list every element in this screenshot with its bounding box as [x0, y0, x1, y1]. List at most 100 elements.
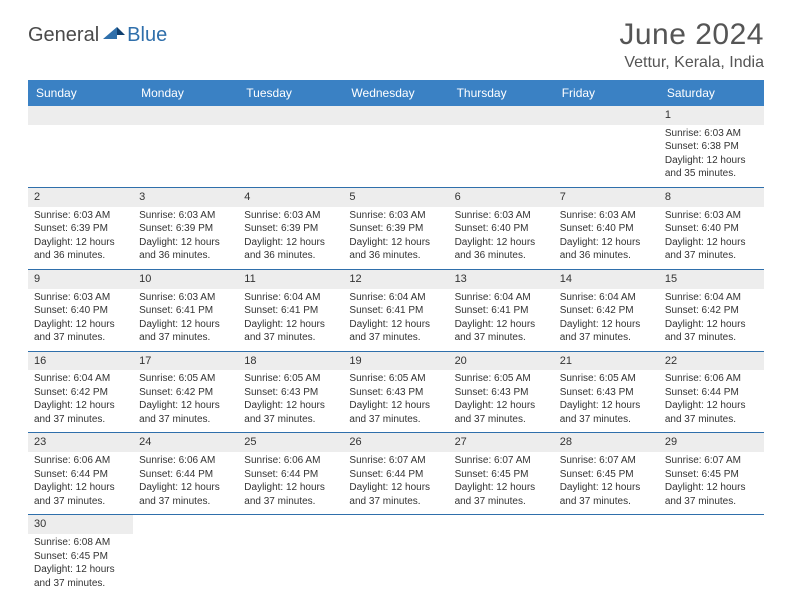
dayhead-tue: Tuesday — [238, 80, 343, 106]
calendar-cell — [28, 106, 133, 187]
sunrise-line: Sunrise: 6:06 AM — [665, 372, 758, 386]
daylight-line-1: Daylight: 12 hours — [34, 481, 127, 495]
daylight-line-2: and 36 minutes. — [244, 249, 337, 263]
daylight-line-1: Daylight: 12 hours — [244, 318, 337, 332]
sunrise-line: Sunrise: 6:03 AM — [665, 209, 758, 223]
day-number: 12 — [343, 270, 448, 289]
day-content: Sunrise: 6:07 AMSunset: 6:45 PMDaylight:… — [665, 454, 758, 508]
day-content: Sunrise: 6:03 AMSunset: 6:40 PMDaylight:… — [665, 209, 758, 263]
calendar-cell: 20Sunrise: 6:05 AMSunset: 6:43 PMDayligh… — [449, 351, 554, 433]
day-number: 11 — [238, 270, 343, 289]
day-number: 4 — [238, 188, 343, 207]
day-number: 23 — [28, 433, 133, 452]
sunrise-line: Sunrise: 6:05 AM — [244, 372, 337, 386]
sunset-line: Sunset: 6:39 PM — [244, 222, 337, 236]
calendar-cell: 25 Sunrise: 6:06 AMSunset: 6:44 PMDayligh… — [238, 433, 343, 515]
daylight-line-1: Daylight: 12 hours — [560, 481, 653, 495]
daylight-line-2: and 36 minutes. — [139, 249, 232, 263]
calendar-cell — [238, 106, 343, 187]
calendar-cell — [554, 515, 659, 596]
daylight-line-1: Daylight: 12 hours — [244, 236, 337, 250]
daylight-line-2: and 37 minutes. — [560, 413, 653, 427]
calendar-cell: 4Sunrise: 6:03 AMSunset: 6:39 PMDaylight… — [238, 187, 343, 269]
sunrise-line: Sunrise: 6:03 AM — [560, 209, 653, 223]
day-content: Sunrise: 6:06 AMSunset: 6:44 PMDaylight:… — [244, 454, 337, 508]
dayhead-fri: Friday — [554, 80, 659, 106]
day-number: 28 — [554, 433, 659, 452]
calendar-cell: 18Sunrise: 6:05 AMSunset: 6:43 PMDayligh… — [238, 351, 343, 433]
sunset-line: Sunset: 6:45 PM — [34, 550, 127, 564]
calendar-cell — [659, 515, 764, 596]
day-content: Sunrise: 6:07 AMSunset: 6:44 PMDaylight:… — [349, 454, 442, 508]
day-content: Sunrise: 6:06 AMSunset: 6:44 PMDaylight:… — [139, 454, 232, 508]
daylight-line-1: Daylight: 12 hours — [139, 481, 232, 495]
calendar-cell — [133, 515, 238, 596]
sunrise-line: Sunrise: 6:08 AM — [34, 536, 127, 550]
sunset-line: Sunset: 6:43 PM — [349, 386, 442, 400]
dayhead-wed: Wednesday — [343, 80, 448, 106]
sunset-line: Sunset: 6:43 PM — [560, 386, 653, 400]
daylight-line-1: Daylight: 12 hours — [34, 563, 127, 577]
sunset-line: Sunset: 6:40 PM — [665, 222, 758, 236]
calendar-page: General Blue June 2024 Vettur, Kerala, I… — [0, 0, 792, 614]
daylight-line-2: and 37 minutes. — [455, 413, 548, 427]
sunrise-line: Sunrise: 6:04 AM — [665, 291, 758, 305]
day-number: 2 — [28, 188, 133, 207]
calendar-cell: 23Sunrise: 6:06 AMSunset: 6:44 PMDayligh… — [28, 433, 133, 515]
daylight-line-1: Daylight: 12 hours — [244, 481, 337, 495]
day-number: 18 — [238, 352, 343, 371]
calendar-cell: 2Sunrise: 6:03 AMSunset: 6:39 PMDaylight… — [28, 187, 133, 269]
logo-text-general: General — [28, 24, 99, 47]
daylight-line-1: Daylight: 12 hours — [349, 236, 442, 250]
calendar-cell: 26 Sunrise: 6:07 AMSunset: 6:44 PMDayligh… — [343, 433, 448, 515]
calendar-cell: 27Sunrise: 6:07 AMSunset: 6:45 PMDayligh… — [449, 433, 554, 515]
sunset-line: Sunset: 6:45 PM — [560, 468, 653, 482]
day-content: Sunrise: 6:03 AMSunset: 6:40 PMDaylight:… — [34, 291, 127, 345]
sunrise-line: Sunrise: 6:03 AM — [455, 209, 548, 223]
day-number: 26 — [343, 433, 448, 452]
sunrise-line: Sunrise: 6:03 AM — [34, 291, 127, 305]
daylight-line-2: and 36 minutes. — [34, 249, 127, 263]
daylight-line-1: Daylight: 12 hours — [455, 399, 548, 413]
sunset-line: Sunset: 6:42 PM — [34, 386, 127, 400]
dayhead-sun: Sunday — [28, 80, 133, 106]
sunrise-line: Sunrise: 6:07 AM — [560, 454, 653, 468]
day-number: 3 — [133, 188, 238, 207]
daylight-line-1: Daylight: 12 hours — [349, 399, 442, 413]
sunset-line: Sunset: 6:45 PM — [455, 468, 548, 482]
sunrise-line: Sunrise: 6:03 AM — [349, 209, 442, 223]
day-content: Sunrise: 6:05 AMSunset: 6:43 PMDaylight:… — [349, 372, 442, 426]
day-content: Sunrise: 6:05 AMSunset: 6:43 PMDaylight:… — [244, 372, 337, 426]
daylight-line-2: and 37 minutes. — [244, 495, 337, 509]
daylight-line-2: and 37 minutes. — [455, 331, 548, 345]
calendar-cell: 15Sunrise: 6:04 AMSunset: 6:42 PMDayligh… — [659, 269, 764, 351]
sunrise-line: Sunrise: 6:05 AM — [349, 372, 442, 386]
daylight-line-2: and 37 minutes. — [560, 331, 653, 345]
day-number: 16 — [28, 352, 133, 371]
month-title: June 2024 — [619, 18, 764, 52]
flag-icon — [103, 25, 125, 41]
sunrise-line: Sunrise: 6:04 AM — [244, 291, 337, 305]
day-number: 22 — [659, 352, 764, 371]
day-content: Sunrise: 6:03 AMSunset: 6:38 PMDaylight:… — [665, 127, 758, 181]
calendar-cell: 14Sunrise: 6:04 AMSunset: 6:42 PMDayligh… — [554, 269, 659, 351]
day-content: Sunrise: 6:06 AMSunset: 6:44 PMDaylight:… — [665, 372, 758, 426]
calendar-cell: 30 Sunrise: 6:08 AMSunset: 6:45 PMDayligh… — [28, 515, 133, 596]
calendar-cell: 1Sunrise: 6:03 AMSunset: 6:38 PMDaylight… — [659, 106, 764, 187]
day-number: 30 — [28, 515, 133, 534]
sunrise-line: Sunrise: 6:06 AM — [139, 454, 232, 468]
daylight-line-2: and 36 minutes. — [560, 249, 653, 263]
day-content: Sunrise: 6:03 AMSunset: 6:40 PMDaylight:… — [455, 209, 548, 263]
day-content: Sunrise: 6:07 AMSunset: 6:45 PMDaylight:… — [455, 454, 548, 508]
sunset-line: Sunset: 6:41 PM — [139, 304, 232, 318]
daylight-line-2: and 37 minutes. — [560, 495, 653, 509]
day-number: 25 — [238, 433, 343, 452]
sunset-line: Sunset: 6:41 PM — [244, 304, 337, 318]
day-content: Sunrise: 6:04 AMSunset: 6:42 PMDaylight:… — [560, 291, 653, 345]
daylight-line-1: Daylight: 12 hours — [560, 318, 653, 332]
day-number: 20 — [449, 352, 554, 371]
dayhead-mon: Monday — [133, 80, 238, 106]
daylight-line-2: and 37 minutes. — [139, 413, 232, 427]
sunset-line: Sunset: 6:40 PM — [560, 222, 653, 236]
daylight-line-2: and 37 minutes. — [349, 413, 442, 427]
